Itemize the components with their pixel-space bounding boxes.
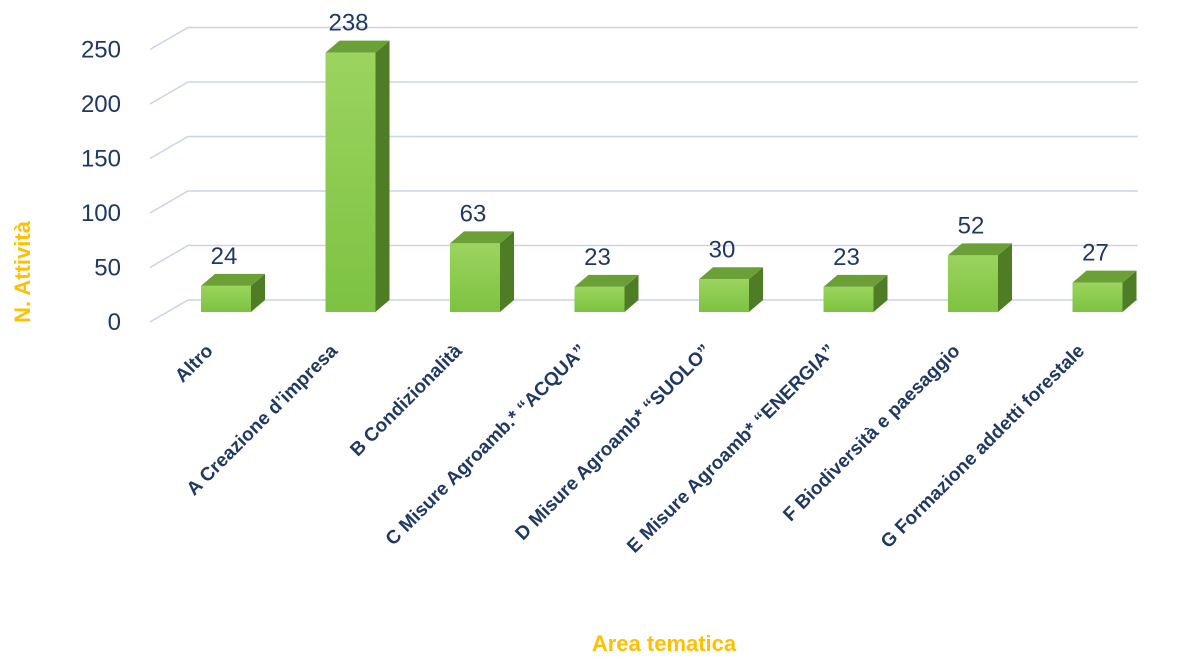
x-category-label-3: C Misure Agroamb.* “ACQUA” xyxy=(382,341,591,550)
bar-side-7 xyxy=(1122,270,1137,312)
bar-5: 23 xyxy=(823,244,888,312)
y-tick-label-200: 200 xyxy=(81,91,121,118)
bar-side-5 xyxy=(873,274,888,312)
y-tick-label-150: 150 xyxy=(81,146,121,173)
y-tick-label-250: 250 xyxy=(81,37,121,64)
bar-7: 27 xyxy=(1072,240,1137,312)
bar-top-3 xyxy=(574,274,639,287)
gridline-50 xyxy=(149,244,1138,269)
gridlines xyxy=(149,26,1138,323)
bar-front-0 xyxy=(201,285,251,312)
y-tick-label-50: 50 xyxy=(94,255,121,282)
data-label-1: 238 xyxy=(328,10,368,37)
bar-top-1 xyxy=(325,40,390,53)
bar-side-6 xyxy=(998,243,1012,312)
bar-front-6 xyxy=(948,255,998,312)
bar-side-2 xyxy=(500,231,514,312)
x-category-label-4: D Misure Agroamb* “SUOLO” xyxy=(512,341,716,545)
bar-front-5 xyxy=(823,286,874,312)
data-label-6: 52 xyxy=(958,212,985,239)
y-axis-ticks: 0 50 100 150 200 250 xyxy=(81,37,121,337)
gridline-0 xyxy=(149,299,1138,323)
bar-side-1 xyxy=(375,40,390,312)
x-axis-title: Area tematica xyxy=(592,631,737,656)
x-category-label-0: Altro xyxy=(171,341,217,387)
bar-front-3 xyxy=(574,286,625,312)
bar-front-7 xyxy=(1072,282,1123,312)
data-label-0: 24 xyxy=(211,243,238,270)
bar-front-2 xyxy=(450,243,500,312)
bar-top-2 xyxy=(450,231,514,244)
gridline-150 xyxy=(149,135,1138,160)
data-label-3: 23 xyxy=(584,244,611,271)
bar-top-4 xyxy=(699,267,763,280)
bar-side-4 xyxy=(749,267,763,312)
data-label-5: 23 xyxy=(833,244,860,271)
x-category-label-2: B Condizionalità xyxy=(346,340,466,460)
bar-top-6 xyxy=(948,243,1012,256)
data-label-7: 27 xyxy=(1082,240,1109,267)
bar-3: 23 xyxy=(574,244,639,312)
bar-6: 52 xyxy=(948,212,1012,312)
gridline-100 xyxy=(149,190,1138,214)
x-category-label-5: E Misure Agroamb* “ENERGIA” xyxy=(623,341,840,558)
y-axis-title: N. Attività xyxy=(10,220,35,323)
bar-2: 63 xyxy=(450,200,514,312)
bar-0: 24 xyxy=(201,243,265,312)
data-label-4: 30 xyxy=(709,236,736,263)
bar-1: 238 xyxy=(325,10,390,313)
bar-front-1 xyxy=(325,52,376,313)
gridline-250 xyxy=(149,26,1138,51)
y-tick-label-0: 0 xyxy=(108,309,121,336)
bar-top-7 xyxy=(1072,270,1137,283)
bar-top-0 xyxy=(201,273,265,286)
x-category-label-7: G Formazione addetti forestale xyxy=(877,341,1089,553)
bar-top-5 xyxy=(823,274,888,287)
bar-side-0 xyxy=(251,273,265,312)
bar-front-4 xyxy=(699,279,749,312)
bar-side-3 xyxy=(624,274,639,312)
gridline-200 xyxy=(149,81,1138,105)
data-label-2: 63 xyxy=(460,200,487,227)
bar-4: 30 xyxy=(699,236,763,312)
bars: 24 238 63 23 30 23 52 27 xyxy=(201,10,1137,313)
y-tick-label-100: 100 xyxy=(81,200,121,227)
